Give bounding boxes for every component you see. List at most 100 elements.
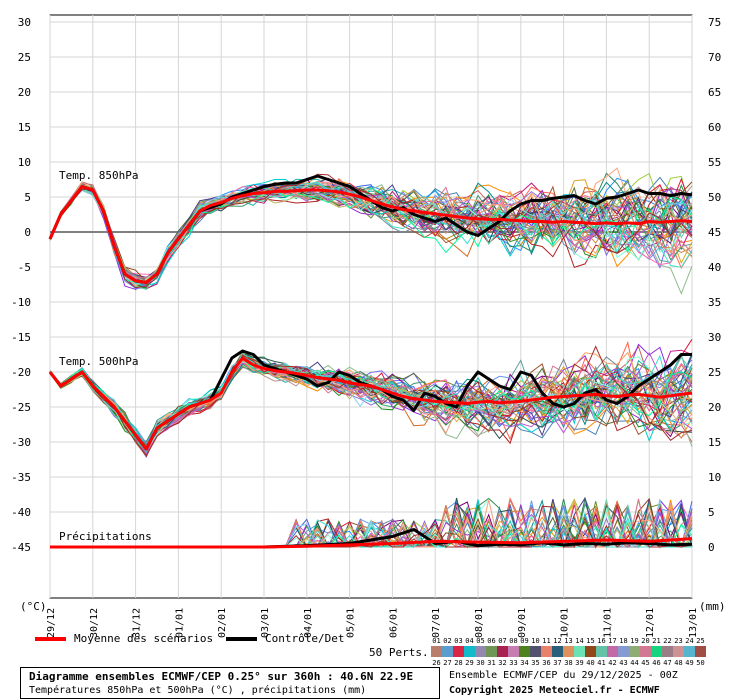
y-tick-left: -35 (11, 471, 31, 484)
info-title: Diagramme ensembles ECMWF/CEP 0.25° sur … (29, 670, 414, 683)
perturbation-swatch (640, 646, 651, 657)
x-axis-ticks: 29/12 30/12 31/12 01/01 02/01 03/01 04/01 05/01… (46, 608, 699, 638)
member-line (49, 185, 693, 286)
y-tick-right: 20 (708, 401, 721, 414)
legend-mean-label: Moyenne des scénarios (74, 632, 213, 645)
y-tick-left: 20 (18, 86, 31, 99)
perturbation-number: 05 (476, 637, 484, 645)
perturbation-number: 41 (597, 659, 605, 667)
x-tick-label: 08/01 (474, 608, 485, 638)
panel-label-precip: Précipitations (59, 530, 152, 543)
perturbation-number: 34 (520, 659, 528, 667)
y-tick-left: 5 (24, 191, 31, 204)
y-tick-left: -40 (11, 506, 31, 519)
y-tick-right: 50 (708, 191, 721, 204)
x-tick-label: 04/01 (303, 608, 314, 638)
perturbation-number: 49 (685, 659, 693, 667)
perturbation-number: 25 (696, 637, 704, 645)
y-tick-right: 70 (708, 51, 721, 64)
y-tick-right: 30 (708, 331, 721, 344)
perturbation-number: 39 (575, 659, 583, 667)
perturbation-number: 33 (509, 659, 517, 667)
perturbation-number: 10 (531, 637, 539, 645)
y-tick-right: 10 (708, 471, 721, 484)
perturbation-number: 36 (542, 659, 550, 667)
perturbation-number: 12 (553, 637, 561, 645)
member-line (49, 352, 693, 450)
y-tick-left: 0 (24, 226, 31, 239)
perturbation-number: 45 (641, 659, 649, 667)
perturbation-number: 42 (608, 659, 616, 667)
x-tick-label: 09/01 (517, 608, 528, 638)
y-tick-right: 15 (708, 436, 721, 449)
member-line (49, 356, 693, 451)
y-tick-left: -5 (18, 261, 31, 274)
perturbation-swatch (486, 646, 497, 657)
y-tick-right: 60 (708, 121, 721, 134)
mean-line-t500 (48, 356, 693, 451)
y-tick-right: 65 (708, 86, 721, 99)
perturbation-number: 01 (432, 637, 440, 645)
y-tick-left: 10 (18, 156, 31, 169)
perturbation-number: 37 (553, 659, 561, 667)
x-tick-label: 31/12 (132, 608, 143, 638)
y-units-left: (°C) (20, 600, 47, 613)
perturbation-number: 24 (685, 637, 693, 645)
perturbation-swatch (662, 646, 673, 657)
x-tick-label: 12/01 (645, 608, 656, 638)
y-tick-right: 75 (708, 16, 721, 29)
y-tick-left: 30 (18, 16, 31, 29)
perturbation-number: 03 (454, 637, 462, 645)
perturbation-number: 32 (498, 659, 506, 667)
perturbation-number: 13 (564, 637, 572, 645)
info-box: Diagramme ensembles ECMWF/CEP 0.25° sur … (20, 667, 440, 699)
perturbation-number: 20 (641, 637, 649, 645)
perturbation-number: 27 (443, 659, 451, 667)
perturbation-number: 26 (432, 659, 440, 667)
perturbation-swatch (651, 646, 662, 657)
perturbation-number: 38 (564, 659, 572, 667)
perturbation-number: 08 (509, 637, 517, 645)
y-tick-right: 45 (708, 226, 721, 239)
perturbation-swatch (508, 646, 519, 657)
perturbation-swatch (530, 646, 541, 657)
perturbation-swatch (464, 646, 475, 657)
panel-label-t500: Temp. 500hPa (59, 355, 138, 368)
perturbation-swatch (574, 646, 585, 657)
main-series (48, 174, 693, 549)
perturbation-number: 50 (696, 659, 704, 667)
y-tick-right: 35 (708, 296, 721, 309)
y-tick-right: 5 (708, 506, 715, 519)
y-units-right: (mm) (699, 600, 726, 613)
perturbation-number: 15 (586, 637, 594, 645)
y-tick-right: 0 (708, 541, 715, 554)
perturbation-swatch (431, 646, 442, 657)
perturbation-swatch (541, 646, 552, 657)
run-info: Ensemble ECMWF/CEP du 29/12/2025 - 00Z (449, 670, 678, 681)
perturbation-number: 16 (597, 637, 605, 645)
perturbation-swatch (453, 646, 464, 657)
x-tick-label: 13/01 (688, 608, 699, 638)
legend-perts-label: 50 Perts. (369, 646, 429, 659)
x-tick-label: 10/01 (560, 608, 571, 638)
x-tick-label: 29/12 (46, 608, 57, 638)
mean-line-precip (50, 537, 693, 549)
perturbation-swatch (673, 646, 684, 657)
perturbation-swatch (629, 646, 640, 657)
perturbation-number: 43 (619, 659, 627, 667)
perturbation-swatch (552, 646, 563, 657)
y-tick-right: 40 (708, 261, 721, 274)
perturbation-number: 06 (487, 637, 495, 645)
legend-control-label: Contrôle/Det (265, 632, 344, 645)
x-tick-label: 03/01 (260, 608, 271, 638)
perturbation-swatch (519, 646, 530, 657)
perturbation-swatch (596, 646, 607, 657)
perturbation-number: 48 (674, 659, 682, 667)
y-tick-left: -25 (11, 401, 31, 414)
panel-label-t850: Temp. 850hPa (59, 169, 138, 182)
y-tick-right: 25 (708, 366, 721, 379)
x-tick-label: 30/12 (89, 608, 100, 638)
perturbation-number: 07 (498, 637, 506, 645)
perturbation-number: 21 (652, 637, 660, 645)
perturbation-number: 31 (487, 659, 495, 667)
